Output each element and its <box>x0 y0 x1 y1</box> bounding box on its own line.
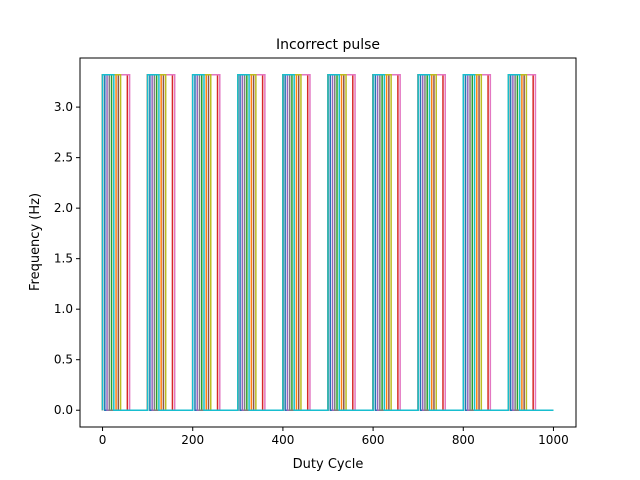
y-axis: 0.0 0.5 1.0 1.5 2.0 2.5 3.0 <box>54 100 80 417</box>
x-tick-label: 400 <box>271 433 294 447</box>
y-tick-label: 1.0 <box>54 302 73 316</box>
plot-area <box>101 74 554 411</box>
y-tick-label: 3.0 <box>54 100 73 114</box>
y-axis-label: Frequency (Hz) <box>28 193 43 291</box>
plot-frame <box>79 57 577 428</box>
y-tick-label: 2.0 <box>54 201 73 215</box>
y-tick-label: 0.5 <box>54 353 73 367</box>
x-axis: 0 200 400 600 800 1000 <box>99 427 569 447</box>
x-tick-label: 600 <box>362 433 385 447</box>
x-axis-label: Duty Cycle <box>293 457 364 472</box>
y-tick-label: 2.5 <box>54 151 73 165</box>
x-tick-label: 200 <box>181 433 204 447</box>
x-tick-label: 800 <box>452 433 475 447</box>
y-tick-label: 0.0 <box>54 403 73 417</box>
x-tick-label: 1000 <box>538 433 569 447</box>
chart-title: Incorrect pulse <box>276 37 380 53</box>
series-line-10 <box>101 74 554 411</box>
y-tick-label: 1.5 <box>54 252 73 266</box>
x-tick-label: 0 <box>99 433 107 447</box>
series-layer <box>101 74 554 411</box>
